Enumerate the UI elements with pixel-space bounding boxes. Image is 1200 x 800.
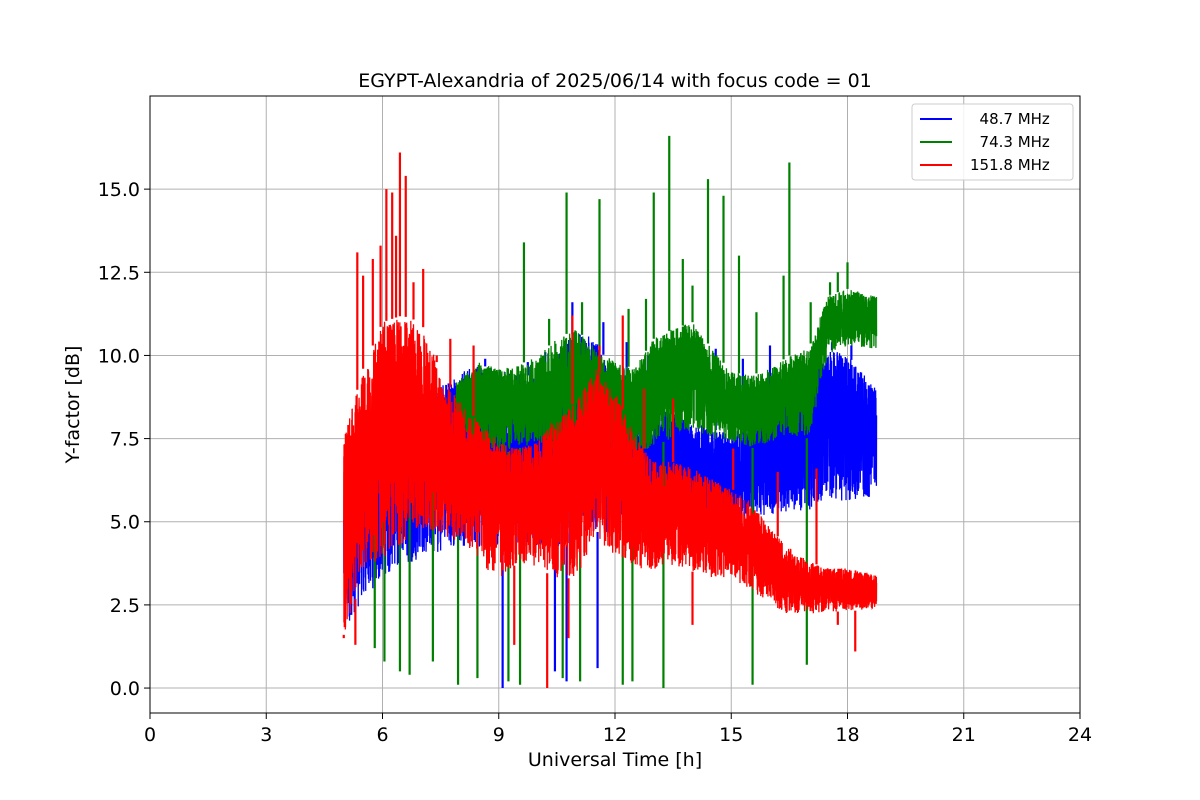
series-line-1 (455, 290, 878, 458)
x-tick-label: 15 (719, 724, 743, 746)
y-tick-label: 12.5 (98, 262, 140, 284)
axis-ticks: 0 3 6 9 12 15 18 21 24 0.0 2.5 5.0 7.5 10.0 12.5 15.0 (98, 179, 1092, 746)
y-tick-label: 10.0 (98, 345, 140, 367)
y-tick-label: 5.0 (110, 512, 140, 534)
x-axis-label: Universal Time [h] (528, 749, 702, 771)
y-axis-label: Y-factor [dB] (62, 346, 84, 465)
y-tick-label: 7.5 (110, 429, 140, 451)
series-line-2 (343, 319, 878, 630)
legend: 48.7 MHz 74.3 MHz 151.8 MHz (911, 103, 1074, 181)
y-tick-label: 2.5 (110, 595, 140, 617)
x-tick-label: 12 (603, 724, 627, 746)
x-tick-label: 9 (493, 724, 505, 746)
legend-label: 151.8 MHz (970, 156, 1050, 174)
legend-label: 48.7 MHz (970, 110, 1050, 128)
x-tick-label: 3 (260, 724, 272, 746)
x-tick-label: 24 (1068, 724, 1092, 746)
legend-label: 74.3 MHz (970, 133, 1050, 151)
plot-series-group (342, 135, 878, 689)
x-tick-label: 18 (835, 724, 859, 746)
legend-box (911, 103, 1074, 181)
x-tick-label: 6 (376, 724, 388, 746)
chart-title: EGYPT-Alexandria of 2025/06/14 with focu… (358, 70, 872, 92)
y-tick-label: 0.0 (110, 678, 140, 700)
x-tick-label: 21 (952, 724, 976, 746)
x-tick-label: 0 (144, 724, 156, 746)
y-tick-label: 15.0 (98, 179, 140, 201)
